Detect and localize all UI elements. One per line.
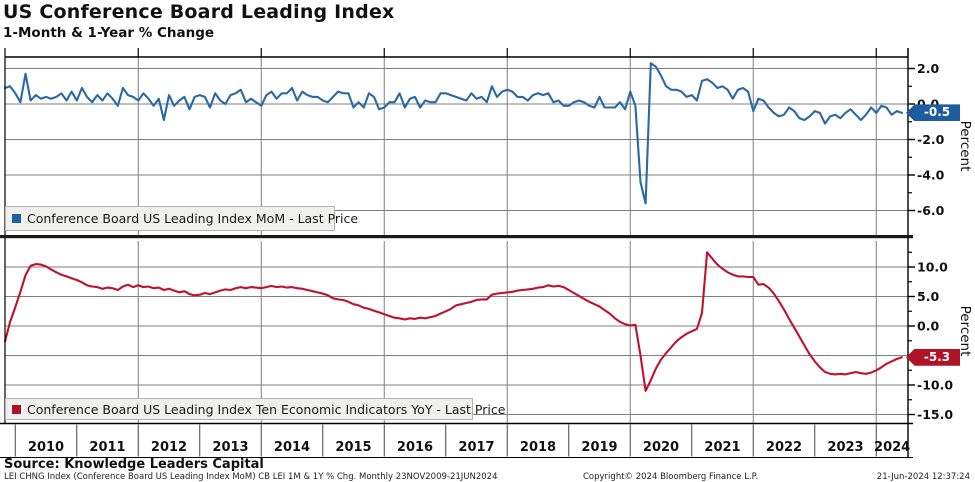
y-axis-label-top: Percent [957, 120, 973, 171]
x-tick-label: 2012 [151, 440, 187, 455]
legend-yoy: Conference Board US Leading Index Ten Ec… [5, 398, 505, 420]
mom-last-price-badge: -0.5 [906, 104, 960, 122]
footer-note: LEI CHNG Index (Conference Board US Lead… [4, 472, 498, 482]
chart-subtitle: 1-Month & 1-Year % Change [3, 25, 215, 41]
y-tick-label: -15.0 [917, 407, 953, 422]
yoy-last-price-badge: -5.3 [906, 348, 960, 366]
y-tick-label: -6.0 [917, 203, 945, 218]
chart-title: US Conference Board Leading Index [3, 1, 395, 23]
x-tick-label: 2022 [766, 440, 802, 455]
footer-copyright: Copyright© 2024 Bloomberg Finance L.P. [583, 472, 759, 482]
mom-series-swatch-icon [12, 214, 21, 223]
x-tick-label: 2014 [274, 440, 310, 455]
y-tick-label: 5.0 [917, 289, 939, 304]
x-tick-label: 2018 [520, 440, 556, 455]
x-tick-label: 2019 [581, 440, 617, 455]
legend-mom: Conference Board US Leading Index MoM - … [5, 206, 358, 231]
yoy-series-line [3, 251, 903, 392]
source-text: Source: Knowledge Leaders Capital [4, 457, 264, 472]
y-tick-label: 10.0 [917, 260, 948, 275]
x-tick-label: 2024 [874, 440, 910, 455]
x-tick-label: 2011 [89, 440, 125, 455]
x-tick-label: 2023 [827, 440, 863, 455]
x-tick-label: 2010 [28, 440, 64, 455]
footer-datetime: 21-Jun-2024 12:37:24 [876, 472, 970, 482]
x-tick-label: 2017 [458, 440, 494, 455]
x-tick-label: 2020 [643, 440, 679, 455]
legend-mom-label: Conference Board US Leading Index MoM - … [27, 211, 359, 226]
yoy-series-swatch-icon [12, 404, 21, 414]
x-tick-label: 2013 [212, 440, 248, 455]
y-axis-label-bottom: Percent [957, 305, 973, 357]
y-tick-label: 2.0 [917, 61, 939, 76]
y-tick-label: 0.0 [917, 319, 939, 334]
y-tick-label: -2.0 [917, 132, 945, 147]
x-tick-label: 2015 [335, 440, 371, 455]
x-tick-label: 2016 [397, 440, 433, 455]
legend-yoy-label: Conference Board US Leading Index Ten Ec… [27, 401, 506, 417]
mom-series-line [3, 62, 903, 205]
y-tick-label: -4.0 [917, 168, 945, 183]
x-tick-label: 2021 [704, 440, 740, 455]
panel-separator [0, 235, 913, 239]
y-tick-label: -10.0 [917, 378, 953, 393]
